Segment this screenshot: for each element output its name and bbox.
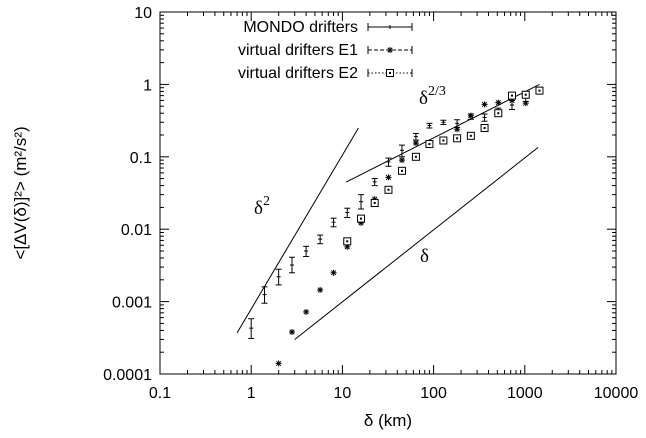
legend-samples [368,23,412,77]
e1-point-4 [331,270,337,276]
box-marker-center [484,127,486,129]
ref-label-delta: δ [420,246,429,267]
y-tick-labels: 0.0001 0.001 0.01 0.1 1 10 [103,5,152,384]
box-marker-center [401,170,403,172]
y-tick-label: 10 [134,5,152,22]
reference-line-0 [237,128,358,333]
legend-label-mondo: MONDO drifters [243,19,358,36]
box-marker-center [428,143,430,145]
mondo-point-9 [372,179,378,186]
data-series [248,87,543,366]
mondo-point-13 [426,123,432,128]
mondo-point-6 [331,218,337,227]
e1-point-2 [303,309,309,315]
x-axis-title: δ (km) [364,411,412,430]
y-tick-label: 1 [143,77,152,94]
e1-point-18 [523,100,529,106]
e2-point-4 [398,167,405,174]
box-marker-center [442,139,444,141]
box-marker-center [525,94,527,96]
box-marker-center [374,202,376,204]
e1-point-10 [413,140,419,146]
e2-point-12 [509,92,516,99]
y-tick-label: 0.001 [112,295,152,312]
mondo-point-0 [248,319,254,339]
legend-sample-e2 [368,69,412,77]
x-tick-labels: 0.1 1 10 100 1000 10000 [149,385,638,402]
mondo-point-3 [289,257,295,273]
x-tick-label: 1 [247,385,256,402]
e2-point-3 [385,186,392,193]
mondo-point-12 [413,133,419,140]
e1-point-3 [317,287,323,293]
x-tick-label: 0.1 [149,385,171,402]
x-tick-label: 1000 [507,385,543,402]
e1-point-13 [454,126,460,132]
e2-point-6 [426,141,433,148]
box-marker-center [415,156,417,158]
box-marker-center [538,90,540,92]
mondo-point-15 [454,120,460,128]
series-1 [276,97,529,366]
box-marker-center [346,240,348,242]
e1-point-1 [289,329,295,335]
x-tick-label: 100 [420,385,447,402]
e2-point-2 [371,200,378,207]
ref-label-delta-squared: δ2 [254,194,270,219]
legend: MONDO drifters virtual drifters E1 virtu… [238,19,412,82]
x-tick-label: 10000 [594,385,639,402]
e1-point-9 [399,157,405,163]
e2-point-14 [536,87,543,94]
mondo-point-4 [303,246,309,256]
y-axis-title: <[ΔV(δ)]²> (m²/s²) [11,126,30,259]
box-marker-center [360,218,362,220]
e2-point-9 [467,132,474,139]
box-marker-center [511,95,513,97]
reference-lines [237,84,539,339]
e1-point-16 [495,100,501,106]
reference-line-1 [295,147,538,339]
mondo-point-5 [317,235,323,244]
mondo-point-8 [358,195,364,209]
e2-point-1 [358,215,365,222]
e2-point-10 [481,124,488,131]
e1-point-0 [276,360,282,366]
y-tick-label: 0.01 [121,222,152,239]
box-marker-center [456,137,458,139]
legend-label-e2: virtual drifters E2 [238,65,358,82]
e2-point-8 [454,135,461,142]
legend-sample-e1 [368,46,412,54]
y-tick-label: 0.0001 [103,367,152,384]
box-marker-center [470,135,472,137]
x-tick-label: 10 [334,385,352,402]
y-tick-label: 0.1 [130,150,152,167]
box-marker-center [497,112,499,114]
legend-box [387,70,394,77]
legend-sample-mondo [368,23,412,31]
ref-label-delta-two-thirds: δ2/3 [419,84,446,109]
e1-point-14 [468,113,474,119]
e1-point-15 [482,101,488,107]
e1-point-8 [385,174,391,180]
mondo-point-2 [276,269,282,285]
e2-point-0 [344,238,351,245]
box-marker-center [389,72,391,74]
legend-asterisk [387,47,393,53]
box-marker-center [387,189,389,191]
legend-label-e1: virtual drifters E1 [238,42,358,59]
e2-point-7 [440,137,447,144]
series-2 [344,87,543,245]
e2-point-13 [522,91,529,98]
e2-point-5 [412,153,419,160]
e2-point-11 [495,110,502,117]
mondo-point-7 [344,208,350,217]
mondo-point-17 [482,114,488,121]
mondo-point-14 [440,120,446,124]
